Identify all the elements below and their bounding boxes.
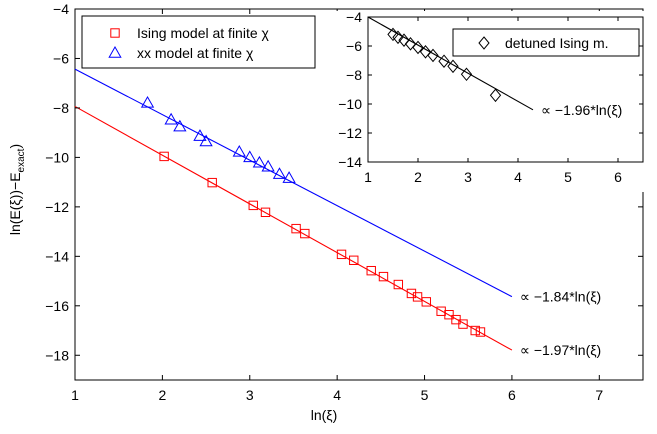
y-tick-label: −12 [338,125,362,141]
inset-ticks: 1 2 3 4 5 6 −4 −6 −8 −10 −12 −14 [338,9,643,185]
data-point-diamond [438,54,450,69]
data-point-square [421,297,431,307]
x-tick-label: 3 [246,387,254,403]
y-tick-label: −10 [45,149,69,165]
legend-marker-square [110,28,120,38]
x-tick-label: 7 [595,387,603,403]
data-point-triangle [261,159,275,172]
main-fit-labels: ∝ −1.97*ln(ξ) ∝ −1.84*ln(ξ) [520,289,601,358]
inset-axes-box [367,16,644,163]
data-point-diamond [398,33,410,47]
inset-markers [387,27,502,103]
data-point-square [444,310,454,320]
data-point-square [248,200,258,211]
data-point-square [458,319,468,329]
data-point-diamond [419,45,432,59]
data-point-triangle [252,155,267,168]
x-tick-label: 5 [564,169,572,185]
inset-fit-labels: ∝ −1.96*ln(ξ) [541,102,622,118]
data-point-square [393,279,404,290]
x-tick-label: 6 [508,387,516,403]
main-legend: Ising model at finite χ xx model at finit… [81,15,316,69]
y-tick-label: −4 [53,1,69,17]
y-tick-label: −8 [53,100,69,116]
fit-label: ∝ −1.84*ln(ξ) [520,289,601,305]
data-point-square [300,228,310,239]
inset-legend-entries: detuned Ising m. [478,35,609,51]
data-point-triangle [140,95,155,108]
main-legend-box [81,15,316,69]
data-point-diamond [447,59,459,74]
legend-label: Ising model at finite χ [137,25,270,41]
data-point-square [349,255,359,265]
data-point-diamond [489,88,502,103]
data-point-diamond [412,40,424,55]
data-point-square [291,223,301,234]
legend-label: xx model at finite χ [137,45,254,61]
data-point-square [470,325,480,336]
data-point-square [366,265,376,276]
y-tick-label: −16 [45,298,69,314]
y-axis-title-main: ln(E(ξ))−E [7,172,23,235]
x-tick-label: 4 [333,387,341,403]
fit-line [74,105,513,351]
data-point-square [436,306,446,316]
inset-legend-box [452,28,640,57]
fit-label: ∝ −1.96*ln(ξ) [541,102,622,118]
x-tick-label: 1 [364,169,372,185]
main-ticks: 1 2 3 4 5 6 7 −4 −6 −8 −10 −12 −14 −16 −18 [45,1,643,403]
fit-label: ∝ −1.97*ln(ξ) [520,342,601,358]
data-point-diamond [387,27,399,42]
data-point-triangle [199,134,213,147]
data-point-square [406,288,417,299]
data-point-triangle [232,144,246,157]
data-point-diamond [404,37,417,51]
data-point-triangle [164,112,178,125]
y-axis-title: ln(E(ξ))−Eexact) [7,144,27,235]
x-tick-label: 2 [414,169,422,185]
data-point-square [336,249,347,260]
data-point-triangle [173,119,187,132]
y-axis-title-subscript: exact [16,148,27,172]
data-point-triangle [243,150,257,163]
y-axis-title-close: ) [7,144,23,149]
y-tick-label: −18 [45,347,69,363]
data-point-triangle [272,167,287,179]
data-point-triangle [193,129,207,141]
main-markers [140,95,486,337]
x-tick-label: 2 [158,387,166,403]
y-tick-label: −14 [338,154,362,170]
inset-chart: 1 2 3 4 5 6 −4 −6 −8 −10 −12 −14 ∝ −1.96*ln(ξ) detu… [320,9,645,192]
legend-marker-triangle [108,45,122,58]
legend-label: detuned Ising m. [505,35,609,51]
y-tick-label: −12 [45,199,69,215]
y-tick-label: −14 [45,248,69,264]
x-tick-label: 1 [71,387,79,403]
data-point-diamond [427,48,439,63]
x-tick-label: 3 [464,169,472,185]
x-tick-label: 5 [421,387,429,403]
data-point-diamond [392,30,404,45]
x-axis-title: ln(ξ) [311,407,338,423]
y-tick-label: −10 [338,96,362,112]
y-tick-label: −6 [346,38,362,54]
y-tick-label: −8 [346,67,362,83]
x-tick-label: 6 [614,169,622,185]
data-point-square [475,327,486,337]
main-legend-entries: Ising model at finite χ xx model at finit… [108,25,270,61]
data-point-diamond [460,67,473,82]
legend-marker-diamond [478,36,490,50]
data-point-square [378,271,389,282]
data-point-square [412,292,423,302]
data-point-square [260,207,271,218]
data-point-triangle [282,171,296,183]
inset-legend: detuned Ising m. [452,28,640,57]
x-tick-label: 4 [514,169,522,185]
data-point-square [159,151,169,162]
data-point-square [207,177,217,188]
y-tick-label: −6 [53,50,69,66]
y-tick-label: −4 [346,9,362,25]
